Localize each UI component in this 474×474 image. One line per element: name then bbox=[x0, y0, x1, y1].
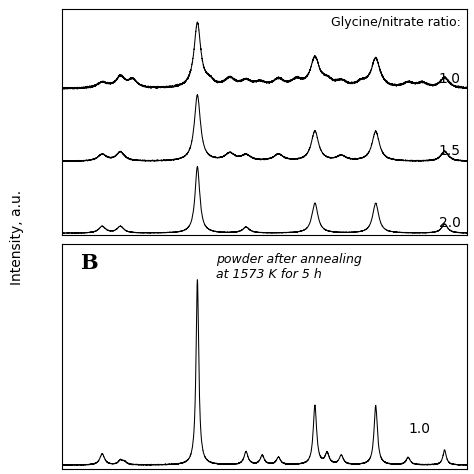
Text: Glycine/nitrate ratio:: Glycine/nitrate ratio: bbox=[331, 16, 461, 29]
Text: B: B bbox=[80, 253, 98, 273]
Text: 1.0: 1.0 bbox=[439, 72, 461, 86]
Text: powder after annealing
at 1573 K for 5 h: powder after annealing at 1573 K for 5 h bbox=[216, 253, 361, 281]
Text: 1.5: 1.5 bbox=[439, 145, 461, 158]
Text: Intensity, a.u.: Intensity, a.u. bbox=[9, 190, 24, 284]
Text: 2.0: 2.0 bbox=[439, 216, 461, 230]
Text: 1.0: 1.0 bbox=[409, 422, 430, 436]
